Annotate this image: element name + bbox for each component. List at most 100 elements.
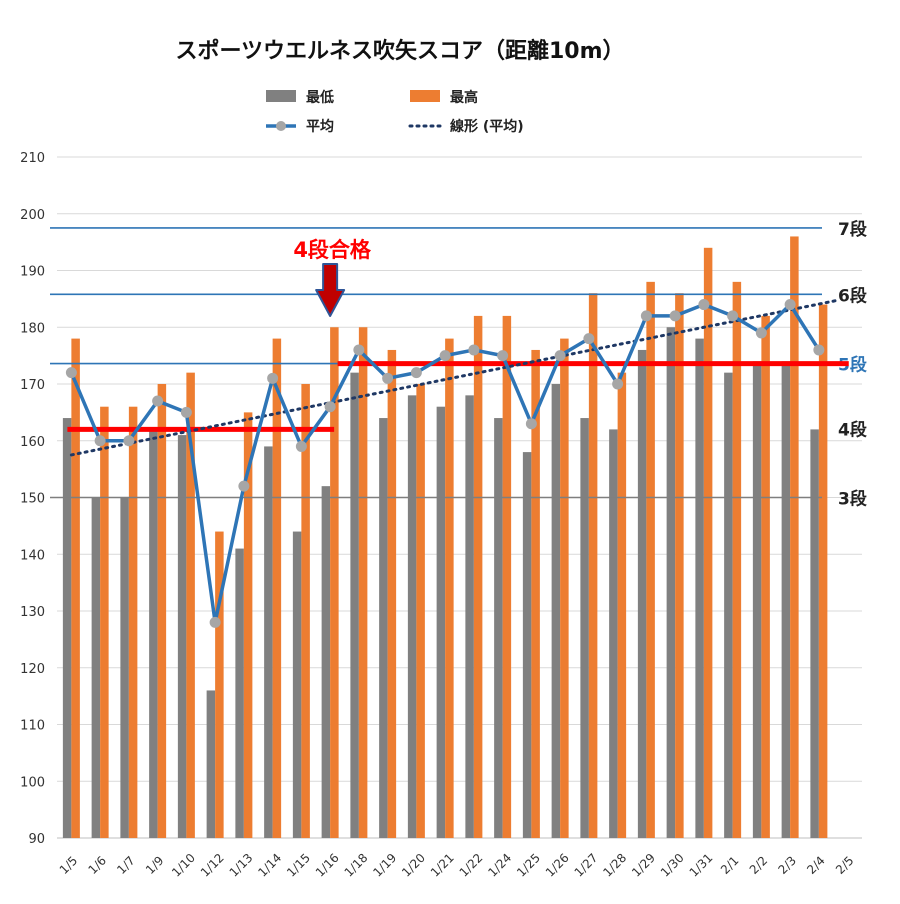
average-point [295, 440, 307, 452]
x-tick-label: 1/26 [543, 851, 572, 880]
legend-label: 平均 [306, 118, 334, 135]
average-point [439, 350, 451, 362]
average-point [267, 372, 279, 384]
average-point [353, 344, 365, 356]
average-point [238, 480, 250, 492]
x-tick-label: 2/1 [718, 853, 742, 877]
x-tick-label: 1/22 [457, 851, 486, 880]
average-point [669, 310, 681, 322]
average-point [180, 406, 192, 418]
bar-max [330, 327, 339, 838]
legend-marker-average [276, 121, 286, 131]
y-tick-label: 160 [20, 435, 45, 450]
x-tick-label: 1/27 [572, 851, 601, 880]
bar-min [551, 384, 561, 838]
bar-max [732, 281, 742, 839]
bar-min [62, 418, 72, 838]
x-axis: 1/5 1/6 1/7 1/9 1/10 1/12 1/13 1/14 1/15 1/16 1/18… [57, 851, 857, 880]
bar-max [703, 247, 713, 839]
bar-max [445, 338, 454, 838]
bar-max [100, 406, 109, 838]
average-point [640, 310, 652, 322]
x-tick-label: 1/21 [428, 851, 457, 880]
x-tick-label: 1/20 [399, 851, 428, 880]
x-tick-label: 1/5 [57, 853, 81, 877]
bar-min [724, 372, 733, 838]
legend-swatch [410, 90, 440, 102]
annotation-text: 4段合格 [293, 238, 372, 262]
bar-max [157, 384, 167, 838]
x-tick-label: 1/7 [114, 853, 138, 877]
bar-min [120, 497, 129, 838]
trendline [69, 298, 841, 457]
bar-min [810, 429, 819, 838]
bars [62, 236, 828, 839]
bar-min [206, 690, 216, 838]
bar-max [818, 304, 828, 838]
average-point [784, 299, 796, 311]
bar-max [531, 349, 540, 838]
x-tick-label: 1/6 [86, 853, 110, 877]
bar-max [243, 412, 253, 838]
bar-min [465, 395, 474, 838]
bar-min [609, 429, 618, 838]
bar-max [71, 338, 80, 838]
x-tick-label: 1/12 [198, 851, 227, 880]
bar-max [272, 338, 282, 838]
y-tick-label: 90 [28, 832, 45, 847]
bar-min [292, 531, 302, 838]
trendline-layer [69, 298, 841, 457]
y-tick-label: 100 [20, 775, 45, 790]
average-point [152, 395, 164, 407]
bar-max [186, 372, 195, 838]
average-point [209, 616, 221, 628]
bar-max [301, 384, 310, 838]
average-point [612, 378, 624, 390]
reference-label: 3段 [838, 489, 867, 510]
reference-label: 4段 [838, 419, 867, 440]
x-tick-label: 2/2 [747, 853, 771, 877]
average-point [468, 344, 480, 356]
bar-max [617, 372, 627, 838]
x-tick-label: 1/28 [600, 851, 629, 880]
y-tick-label: 130 [20, 605, 45, 620]
x-tick-label: 1/19 [370, 851, 399, 880]
bar-max [675, 293, 684, 838]
bar-min [350, 372, 359, 838]
bar-min [522, 452, 532, 838]
average-point [698, 299, 710, 311]
bar-max [215, 531, 224, 838]
bar-max [790, 236, 799, 838]
bar-max [588, 293, 598, 838]
bar-min [379, 418, 388, 838]
y-tick-label: 120 [20, 662, 45, 677]
average-point [410, 367, 422, 379]
y-tick-label: 190 [20, 265, 45, 280]
reference-label: 7段 [838, 219, 867, 240]
average-point [123, 435, 135, 447]
average-point [813, 344, 825, 356]
average-point [65, 367, 77, 379]
average-point [497, 350, 509, 362]
x-tick-label: 1/24 [485, 851, 514, 880]
y-tick-label: 180 [20, 321, 45, 336]
x-tick-label: 1/13 [227, 851, 256, 880]
average-point [382, 372, 394, 384]
bar-max [128, 406, 138, 838]
bar-min [149, 429, 158, 838]
bar-max [646, 281, 655, 839]
bar-min [580, 418, 589, 838]
bar-min [494, 418, 503, 838]
average-point [727, 310, 739, 322]
y-tick-label: 150 [20, 492, 45, 507]
bar-max [473, 315, 483, 838]
x-tick-label: 1/29 [629, 851, 658, 880]
bar-min [752, 361, 762, 838]
y-axis: 90 100 110 120 130 140 150 160 170 180 190 200 210 [20, 151, 862, 847]
bar-min [781, 361, 791, 838]
bar-min [407, 395, 417, 838]
y-tick-label: 170 [20, 378, 45, 393]
bar-min [91, 497, 101, 838]
average-point [554, 350, 566, 362]
